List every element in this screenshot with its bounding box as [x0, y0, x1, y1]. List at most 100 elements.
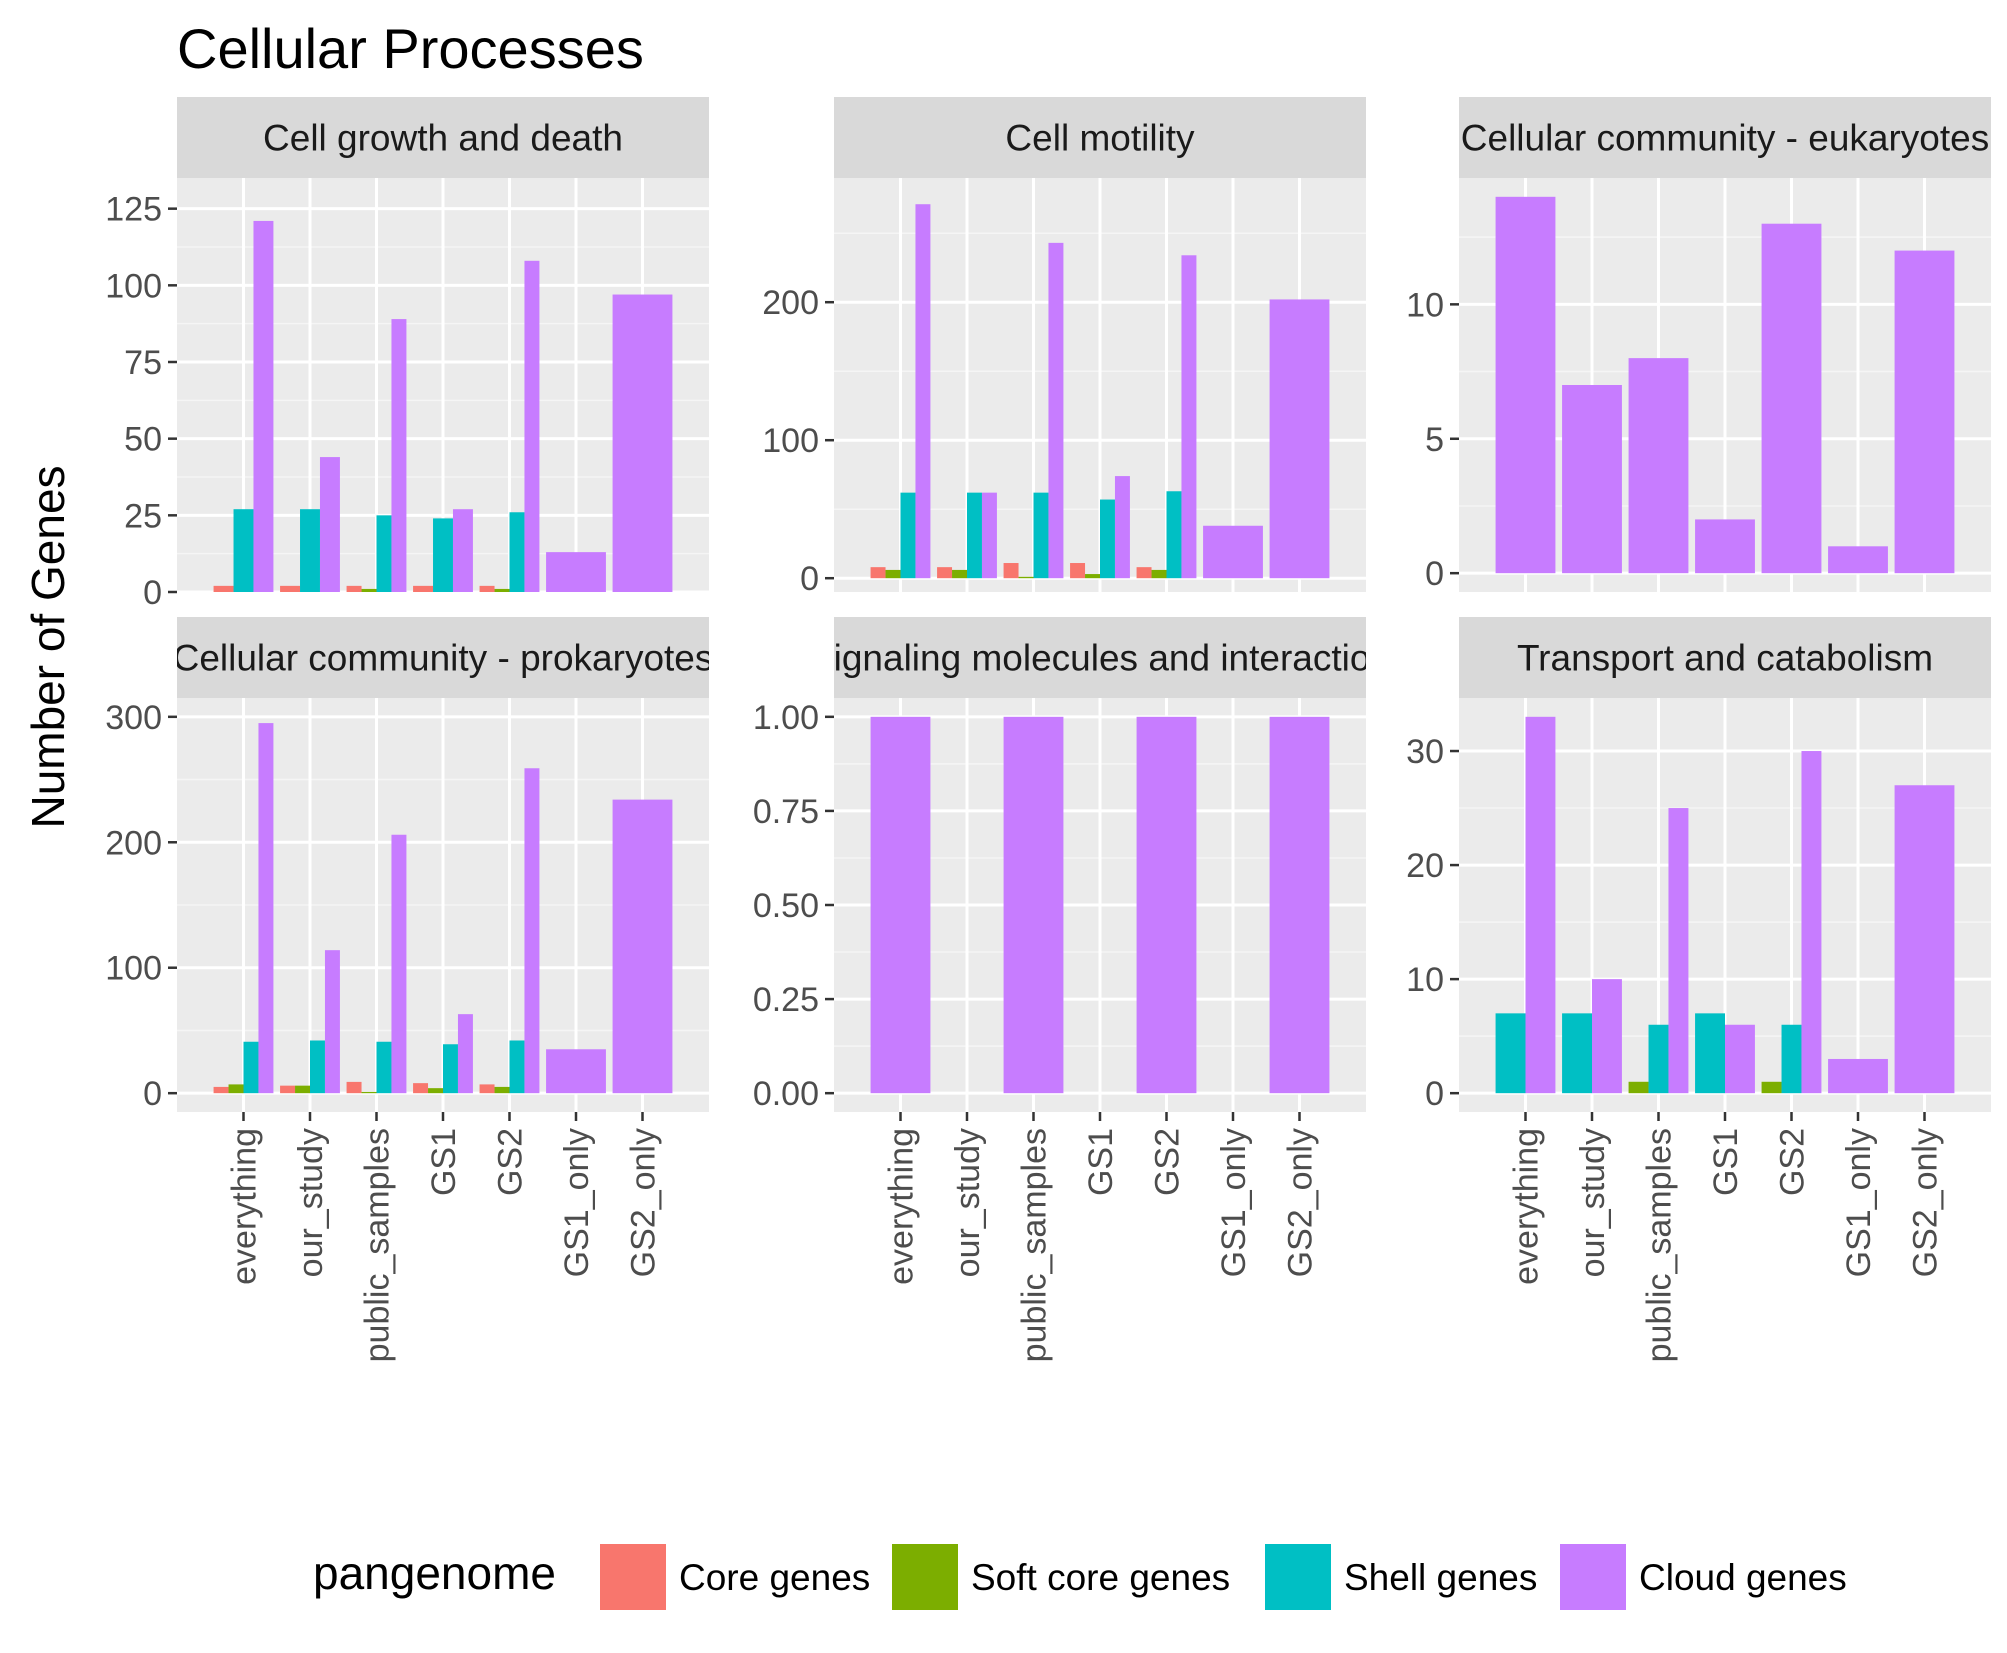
bar-public-samples-soft-core-genes — [361, 588, 377, 592]
bar-public-samples-cloud-genes — [391, 319, 407, 592]
y-tick-label: 0.50 — [753, 887, 819, 925]
bar-gs2-cloud-genes — [1761, 223, 1822, 574]
y-tick-label: 10 — [1406, 286, 1444, 324]
bar-gs1-cloud-genes — [1695, 519, 1755, 574]
bar-our-study-soft-core-genes — [952, 569, 967, 579]
bar-gs1-only-cloud-genes — [1203, 525, 1263, 579]
y-tick-label: 0 — [800, 560, 819, 598]
x-tick-label: GS2 — [492, 1128, 530, 1196]
bar-our-study-cloud-genes — [324, 950, 340, 1094]
bar-gs2-core-genes — [479, 585, 495, 592]
bar-our-study-cloud-genes — [981, 492, 997, 579]
legend: pangenome Core genes Soft core genes Shell … — [313, 1544, 1847, 1610]
bar-gs1-only-cloud-genes — [546, 1049, 606, 1094]
chart-title: Cellular Processes — [177, 17, 644, 80]
bar-gs1-core-genes — [413, 1083, 429, 1094]
y-tick-label: 30 — [1406, 733, 1444, 771]
bar-gs2-shell-genes — [509, 1040, 525, 1094]
bar-gs1-soft-core-genes — [1085, 574, 1100, 579]
bar-our-study-cloud-genes — [1592, 979, 1622, 1094]
y-tick-label: 125 — [105, 191, 162, 229]
bar-gs2-only-cloud-genes — [1269, 716, 1330, 1094]
bar-public-samples-soft-core-genes — [361, 1091, 377, 1094]
x-tick-label: GS1 — [1082, 1128, 1120, 1196]
legend-key-soft-core-genes — [892, 1544, 958, 1610]
x-tick-label: GS1_only — [558, 1128, 596, 1277]
x-tick-label: GS2 — [1149, 1128, 1187, 1196]
bar-everything-cloud-genes — [915, 204, 931, 579]
facet-cellular-community-eukaryotes: Cellular community - eukaryotes 0 5 10 — [1406, 97, 1991, 593]
bar-gs1-core-genes — [1070, 563, 1086, 579]
y-tick-label: 100 — [105, 267, 162, 305]
legend-title: pangenome — [313, 1547, 556, 1599]
bar-everything-cloud-genes — [253, 220, 274, 592]
y-tick-label: 5 — [1425, 421, 1444, 459]
bar-gs1-shell-genes — [1695, 1013, 1725, 1094]
x-tick-label: our_study — [1574, 1128, 1612, 1277]
y-tick-label: 50 — [124, 421, 162, 459]
x-tick-label: GS2_only — [1907, 1128, 1945, 1277]
bar-everything-core-genes — [213, 585, 234, 592]
y-tick-label: 0 — [1425, 555, 1444, 593]
facet-strip — [834, 617, 1366, 698]
bar-gs2-core-genes — [479, 1084, 495, 1094]
bar-everything-shell-genes — [1495, 1013, 1526, 1094]
y-tick-label: 0.00 — [753, 1075, 819, 1113]
bar-gs2-only-cloud-genes — [612, 799, 673, 1094]
y-tick-label: 0 — [143, 1075, 162, 1113]
bar-gs1-cloud-genes — [1114, 476, 1130, 579]
facet-strip-label: Cell motility — [1005, 118, 1195, 159]
bar-everything-shell-genes — [900, 492, 916, 579]
bar-gs2-shell-genes — [1166, 491, 1182, 579]
facet-signaling-molecules-and-interaction: Signaling molecules and interaction 0.00 0… — [753, 617, 1391, 1362]
bar-our-study-cloud-genes — [1562, 385, 1622, 574]
facet-strip — [177, 97, 709, 178]
legend-label: Soft core genes — [971, 1557, 1230, 1598]
x-tick-label: everything — [1508, 1128, 1546, 1285]
bar-public-samples-shell-genes — [376, 515, 392, 592]
bar-gs2-cloud-genes — [1181, 255, 1197, 579]
bar-gs2-shell-genes — [509, 512, 525, 592]
bar-gs2-only-cloud-genes — [1894, 785, 1955, 1094]
bar-everything-core-genes — [870, 567, 886, 579]
bar-gs1-soft-core-genes — [428, 1088, 443, 1094]
bar-gs2-cloud-genes — [1136, 716, 1197, 1094]
bar-gs2-shell-genes — [1781, 1024, 1802, 1094]
legend-label: Cloud genes — [1639, 1557, 1847, 1598]
x-tick-label: GS1_only — [1840, 1128, 1878, 1277]
bar-public-samples-cloud-genes — [1628, 358, 1689, 574]
legend-key-core-genes — [600, 1544, 666, 1610]
bar-gs1-shell-genes — [1100, 499, 1115, 579]
x-tick-label: GS2 — [1774, 1128, 1812, 1196]
x-tick-label: GS1 — [1707, 1128, 1745, 1196]
bar-everything-soft-core-genes — [885, 569, 901, 579]
bar-our-study-shell-genes — [1562, 1013, 1592, 1094]
facet-strip-label: Cellular community - eukaryotes — [1461, 118, 1989, 159]
bar-public-samples-cloud-genes — [391, 834, 407, 1094]
facet-cell-growth-and-death: Cell growth and death 0 25 50 75 100 125 — [105, 97, 709, 612]
facet-transport-and-catabolism: Transport and catabolism 0 10 20 30 everythin… — [1406, 617, 1991, 1362]
bar-public-samples-soft-core-genes — [1628, 1081, 1649, 1094]
legend-label: Core genes — [679, 1557, 870, 1598]
bar-gs1-only-cloud-genes — [1828, 546, 1888, 574]
facet-strip-label: Transport and catabolism — [1517, 638, 1933, 679]
y-tick-label: 25 — [124, 497, 162, 535]
bar-gs1-shell-genes — [443, 1044, 458, 1094]
bar-public-samples-shell-genes — [1033, 492, 1049, 579]
bar-public-samples-cloud-genes — [1048, 242, 1064, 579]
bar-public-samples-cloud-genes — [1003, 716, 1064, 1094]
y-tick-label: 20 — [1406, 847, 1444, 885]
y-tick-label: 10 — [1406, 961, 1444, 999]
bar-everything-core-genes — [213, 1086, 229, 1094]
x-tick-label: GS1 — [425, 1128, 463, 1196]
bar-everything-shell-genes — [243, 1041, 259, 1094]
bar-gs2-soft-core-genes — [1151, 569, 1167, 579]
facet-strip — [177, 617, 709, 698]
y-axis-label: Number of Genes — [22, 465, 74, 828]
bar-our-study-shell-genes — [300, 509, 320, 592]
bar-public-samples-cloud-genes — [1668, 808, 1689, 1094]
facet-strip — [834, 97, 1366, 178]
facet-strip-label: Signaling molecules and interaction — [809, 638, 1391, 679]
bar-everything-cloud-genes — [870, 716, 931, 1094]
